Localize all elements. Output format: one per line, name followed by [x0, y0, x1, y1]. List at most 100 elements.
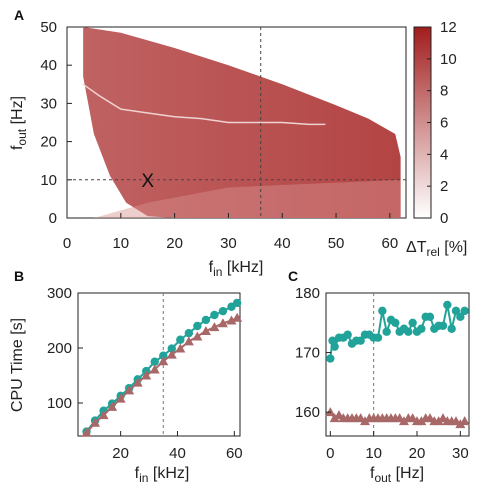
series-2-point — [217, 318, 228, 328]
x-tick-label: 60 — [226, 445, 243, 462]
series-1-point — [404, 327, 413, 336]
panel-c-y-ticks: 160 170 180 — [295, 285, 331, 421]
series-1-point — [150, 357, 159, 366]
y-tick-label: 180 — [295, 285, 320, 302]
x-tick-label: 30 — [452, 445, 469, 462]
series-2-point — [329, 413, 340, 423]
panel-c-x-label: fout [Hz] — [370, 465, 424, 485]
y-tick-label: 20 — [40, 134, 57, 151]
panel-a-x-label: fin [kHz] — [209, 259, 264, 279]
series-2-point — [209, 322, 220, 332]
y-tick-label: 10 — [40, 172, 57, 189]
y-tick-label: 300 — [47, 285, 72, 302]
series-2-point — [98, 410, 109, 420]
series-1-point — [391, 318, 400, 327]
y-tick-label: 200 — [47, 340, 72, 357]
y-tick-label: 30 — [40, 95, 57, 112]
series-1-point — [159, 351, 168, 360]
y-tick-label: 170 — [295, 345, 320, 362]
series-1-point — [218, 306, 228, 316]
series-2-point — [232, 312, 243, 322]
contour-line — [82, 83, 326, 126]
panel-c: C 0 10 20 30 160 170 180 fout [Hz] — [288, 268, 470, 485]
colorbar-ticks: 0 2 4 6 8 10 12 — [427, 19, 457, 227]
x-tick-label: 30 — [220, 235, 237, 252]
series-2-point — [455, 419, 466, 429]
series-2-point — [166, 349, 177, 359]
panel-b-x-ticks: 20 40 60 — [112, 431, 243, 462]
series-2-point — [132, 377, 143, 387]
series-2-point — [200, 325, 211, 335]
panel-a-x-ticks: 0 10 20 30 40 50 60 — [63, 213, 398, 252]
series-1-point — [193, 321, 202, 331]
colorbar-tick-label: 4 — [440, 146, 448, 163]
series-2-point — [183, 336, 194, 346]
y-tick-label: 100 — [47, 395, 72, 412]
series-2-point — [416, 416, 427, 426]
series-2-point — [399, 416, 409, 426]
y-tick-label: 160 — [295, 404, 320, 421]
series-1-point — [330, 342, 339, 351]
colorbar-tick-label: 10 — [440, 51, 457, 68]
x-tick-label: 10 — [365, 445, 382, 462]
x-tick-label: 60 — [382, 235, 399, 252]
x-tick-label: 50 — [328, 235, 345, 252]
panel-b-y-ticks: 100 200 300 — [47, 285, 83, 412]
panel-b-label: B — [14, 268, 24, 284]
series-2-point — [124, 385, 135, 395]
series-2-point — [90, 417, 101, 427]
series-1-point — [343, 330, 352, 339]
colorbar-tick-label: 12 — [440, 19, 457, 36]
y-tick-label: 0 — [49, 210, 57, 227]
series-1-point — [438, 321, 448, 330]
series-1-point — [167, 344, 176, 353]
series-1-point — [382, 327, 391, 336]
series-1-point — [425, 312, 435, 322]
x-tick-label: 20 — [112, 445, 129, 462]
series-2-point — [192, 331, 203, 341]
colorbar-tick-label: 2 — [440, 178, 448, 195]
panel-b-y-label: CPU Time [s] — [9, 318, 26, 412]
colorbar-tick-label: 6 — [440, 115, 448, 132]
series-1-point — [210, 310, 219, 320]
series-2-point — [360, 416, 370, 426]
series-2-point — [175, 343, 186, 353]
x-tick-label: 20 — [166, 235, 183, 252]
panel-c-x-ticks: 0 10 20 30 — [326, 431, 469, 462]
colorbar-tick-label: 0 — [440, 210, 448, 227]
colorbar-tick-label: 8 — [440, 83, 448, 100]
x-tick-label: 40 — [169, 445, 186, 462]
panel-b: B 20 40 60 100 200 300 fin [kHz] CPU Time [s… — [9, 268, 243, 485]
series-1-point — [232, 298, 242, 308]
heatmap-low-band — [93, 179, 401, 218]
heatmap-region — [82, 27, 401, 218]
series-1-point — [356, 336, 365, 345]
panel-b-x-label: fin [kHz] — [135, 465, 190, 485]
panel-b-series — [81, 293, 243, 437]
panel-c-series — [325, 293, 470, 436]
x-tick-label: 0 — [326, 445, 334, 462]
series-1-point — [451, 306, 461, 316]
series-2-point — [158, 356, 169, 366]
series-1-point — [460, 306, 469, 316]
x-marker: X — [141, 171, 154, 192]
panel-a-label: A — [14, 7, 24, 23]
series-1-point — [447, 324, 456, 333]
panel-a-annotations: X — [67, 27, 406, 218]
series-1-point — [326, 354, 335, 363]
x-tick-label: 10 — [112, 235, 129, 252]
x-tick-label: 0 — [63, 235, 71, 252]
x-tick-label: 20 — [409, 445, 426, 462]
panel-a-y-ticks: 0 10 20 30 40 50 — [40, 19, 72, 227]
x-tick-label: 40 — [274, 235, 291, 252]
series-2-point — [226, 315, 237, 325]
series-1-point — [417, 324, 426, 333]
panel-a-y-label: fout [Hz] — [9, 96, 29, 150]
series-1-point — [184, 328, 194, 338]
colorbar-label: ΔTrel [%] — [406, 239, 467, 259]
series-2-point — [141, 370, 152, 380]
series-1-point — [456, 312, 465, 322]
series-2-point — [115, 393, 126, 403]
